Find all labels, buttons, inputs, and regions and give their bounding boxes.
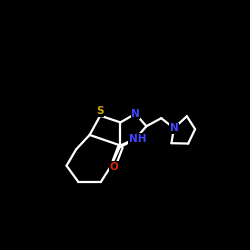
Text: S: S xyxy=(96,106,104,117)
Text: N: N xyxy=(170,123,178,133)
Text: N: N xyxy=(131,109,140,119)
Text: NH: NH xyxy=(129,134,146,144)
Text: O: O xyxy=(110,162,119,172)
